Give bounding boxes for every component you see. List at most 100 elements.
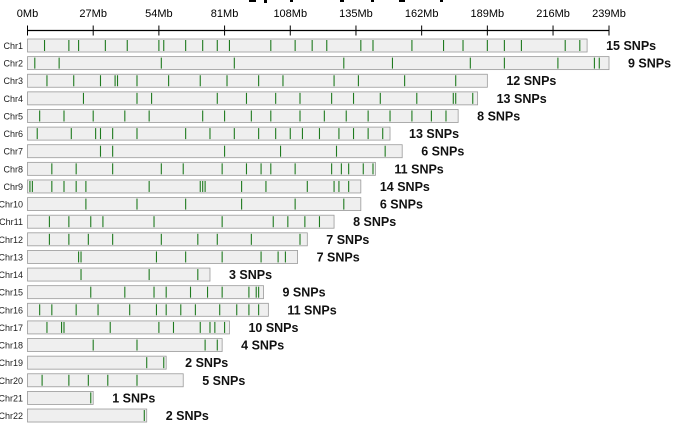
chromosome-label: Chr15 [0,288,23,298]
chromosome-label: Chr13 [0,252,23,262]
chromosome-bar [27,408,148,423]
chromosome-row: Chr8 11 SNPs [3,161,444,176]
chromosome-bar [27,355,167,370]
snp-count-label: 14 SNPs [380,180,430,194]
chromosome-row: Chr3 12 SNPs [3,73,556,88]
snp-count-label: 8 SNPs [353,215,396,229]
chromosome-bar [27,126,391,141]
chromosome-row: Chr15 9 SNPs [0,285,326,300]
chromosome-label: Chr1 [3,41,23,51]
snp-count-label: 15 SNPs [606,39,656,53]
chromosome-label: Chr5 [3,111,23,121]
snp-count-label: 13 SNPs [497,92,547,106]
chromosome-bar [27,91,479,106]
chromosome-label: Chr18 [0,341,23,351]
snp-count-label: 7 SNPs [326,233,369,247]
chromosome-label: Chr9 [3,182,23,192]
chromosome-label: Chr10 [0,200,23,210]
chromosome-label: Chr2 [3,59,23,69]
snp-count-label: 9 SNPs [628,57,671,71]
chromosome-row: Chr20 5 SNPs [0,373,245,388]
snp-count-label: 8 SNPs [477,109,520,123]
chromosome-bar [27,250,298,264]
snp-count-label: 4 SNPs [241,339,284,353]
chromosome-row: Chr16 11 SNPs [0,302,337,317]
chromosome-bar [27,38,588,53]
snp-count-label: 3 SNPs [229,268,272,282]
chromosome-label: Chr20 [0,376,23,386]
chromosome-bar [27,373,184,388]
snp-count-label: 2 SNPs [166,409,209,423]
snp-count-label: 11 SNPs [394,162,443,176]
chromosome-bar [27,338,223,352]
chromosome-bar [27,285,264,300]
chromosome-row: Chr6 13 SNPs [3,126,459,141]
snp-count-label: 12 SNPs [506,74,556,88]
snp-count-label: 11 SNPs [287,303,336,317]
chromosome-bar [27,320,230,335]
chromosome-row: Chr17 10 SNPs [0,320,299,335]
chromosome-bar [27,197,362,211]
chromosome-label: Chr14 [0,270,23,280]
chromosome-bar [27,267,211,282]
chromosome-label: Chr8 [3,164,23,174]
x-tick-label: 27Mb [79,8,107,20]
chromosome-row: Chr21 1 SNPs [0,390,155,405]
x-tick-label: 135Mb [339,8,373,20]
chromosome-label: Chr16 [0,305,23,315]
chromosome-label: Chr7 [3,147,23,157]
chromosome-row: Chr19 2 SNPs [0,355,228,370]
chromosome-row: Chr1 15 SNPs [3,38,656,53]
chromosome-row: Chr9 14 SNPs [3,179,430,194]
chromosome-row: Chr12 7 SNPs [0,232,369,247]
chromosome-row: Chr11 8 SNPs [0,214,396,229]
snp-count-label: 5 SNPs [202,374,245,388]
chromosome-bar [27,214,335,229]
title-fragments [249,0,443,3]
chromosome-row: Chr7 6 SNPs [3,144,464,159]
chromosome-label: Chr4 [3,94,23,104]
snp-count-label: 7 SNPs [317,250,360,264]
chromosome-row: Chr13 7 SNPs [0,250,360,264]
chromosome-bar [27,73,488,88]
chromosome-row: Chr10 6 SNPs [0,197,423,212]
chromosome-row: Chr22 2 SNPs [0,408,209,423]
x-tick-label: 216Mb [536,8,570,20]
chromosome-bar [27,302,269,317]
snp-count-label: 10 SNPs [248,321,298,335]
x-tick-label: 108Mb [273,8,307,20]
chromosome-label: Chr6 [3,129,23,139]
chromosome-bar [27,179,362,194]
chromosome-row: Chr5 8 SNPs [3,109,520,123]
snp-count-label: 1 SNPs [112,391,155,405]
x-tick-label: 81Mb [211,8,239,20]
x-tick-label: 189Mb [471,8,505,20]
snp-count-label: 9 SNPs [283,286,326,300]
chromosome-label: Chr3 [3,76,23,86]
chromosome-label: Chr12 [0,235,23,245]
x-tick-label: 239Mb [592,8,626,20]
chromosome-row: Chr14 3 SNPs [0,267,272,282]
x-tick-label: 162Mb [405,8,439,20]
chromosome-bar [27,144,403,159]
chromosome-label: Chr21 [0,393,23,403]
chromosome-bar [27,56,610,71]
snp-count-label: 2 SNPs [185,356,228,370]
snp-count-label: 6 SNPs [380,198,423,212]
chromosome-row: Chr4 13 SNPs [3,91,547,106]
chromosome-bar [27,232,308,247]
chromosome-row: Chr2 9 SNPs [3,56,671,71]
x-tick-label: 54Mb [145,8,173,20]
snp-count-label: 6 SNPs [421,145,464,159]
chromosome-label: Chr17 [0,323,23,333]
snp-count-label: 13 SNPs [409,127,459,141]
chromosome-label: Chr22 [0,411,23,421]
chromosome-bar [27,390,94,405]
x-axis: 0Mb 27Mb 54Mb 81Mb 108Mb 135Mb 162Mb 189Mb 216Mb… [17,8,626,36]
chromosome-row: Chr18 4 SNPs [0,338,284,353]
chromosome-label: Chr11 [0,217,23,227]
chromosome-bar [27,109,459,123]
x-tick-label: 0Mb [17,8,38,20]
